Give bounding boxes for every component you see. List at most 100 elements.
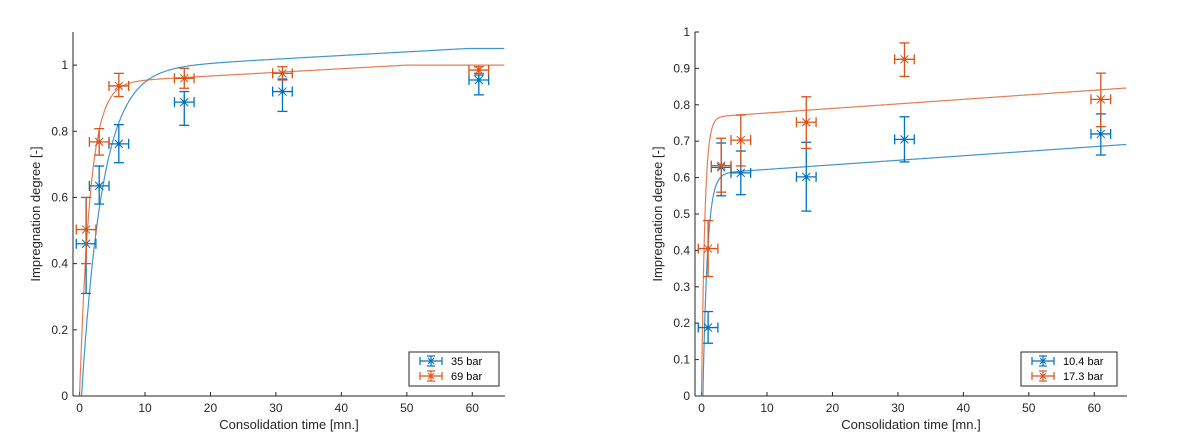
y-tick-label: 0.6 [51,190,68,204]
marker-dot [117,142,121,146]
marker-dot [706,246,710,251]
data-point [893,116,915,163]
marker-dot [280,89,285,94]
marker-dot [804,175,809,179]
data-point [271,78,293,113]
marker-dot [280,71,285,76]
legend-label: 10.4 bar [1063,356,1104,368]
legend: 10.4 bar 17.3 bar [1020,351,1118,387]
data-point [795,96,817,150]
marker-dot [706,325,710,330]
fit-curve [79,47,505,396]
x-tick-label: 0 [698,401,705,415]
data-point [697,310,719,344]
y-tick-label: 0.5 [673,207,690,221]
marker-dot [182,76,187,81]
legend: 35 bar 69 bar [408,351,500,387]
data-point [697,219,719,278]
y-tick-label: 0.2 [673,316,690,330]
marker-dot [719,163,723,168]
y-tick-label: 0.9 [673,61,690,75]
marker-dot [902,57,907,62]
legend-icon [1031,355,1055,367]
x-tick-label: 40 [957,401,971,415]
legend-label: 35 bar [451,356,483,368]
marker-dot [182,100,187,104]
marker-dot [477,68,481,72]
x-tick-label: 20 [826,401,840,415]
y-tick-label: 0.3 [673,280,690,294]
y-tick-label: 1 [61,58,68,72]
data-point [173,67,195,89]
y-tick-label: 0.8 [51,124,68,138]
chart-left: 00.20.40.60.810 10 20 30 40 50 60Consolidation… [28,32,505,432]
legend-label: 69 bar [451,371,483,383]
data-point [893,42,915,78]
marker-dot [739,171,743,175]
marker-dot [117,84,121,88]
y-tick-label: 0.4 [673,243,690,257]
x-tick-label: 50 [1022,401,1036,415]
y-tick-label: 0.2 [51,323,68,337]
legend-icon [419,355,443,367]
y-tick-label: 0.1 [673,353,690,367]
x-tick-label: 30 [269,401,283,415]
data-point [75,196,97,265]
series-1 [697,42,1127,396]
series-1 [75,64,505,396]
y-tick-label: 0.8 [673,98,690,112]
marker-dot [97,140,101,144]
data-point [173,90,195,126]
y-tick-label: 0 [683,389,690,403]
legend-box [1020,351,1118,387]
fit-curve [701,143,1127,396]
x-tick-label: 60 [1088,401,1102,415]
x-tick-label: 50 [400,401,414,415]
data-point [1090,72,1112,128]
legend-label: 17.3 bar [1063,371,1104,383]
legend-icon-marker [427,357,435,365]
data-point [710,137,732,193]
y-axis-label: Impregnation degree [-] [28,146,43,281]
marker-dot [97,184,101,188]
y-tick-label: 1 [683,25,690,39]
marker-dot [804,120,809,125]
y-tick-label: 0.6 [673,171,690,185]
legend-icon-marker [1039,372,1047,380]
legend-icon [1031,370,1055,382]
data-point [108,124,130,164]
data-point [88,165,110,205]
x-tick-label: 10 [760,401,774,415]
legend-box [408,351,500,387]
x-tick-label: 0 [76,401,83,415]
series-0 [75,47,505,396]
legend-icon [419,370,443,382]
marker-dot [84,227,88,232]
data-point [88,127,110,156]
y-tick-label: 0.4 [51,257,68,271]
marker-dot [902,137,907,142]
x-axis-label: Consolidation time [mn.] [219,417,358,432]
x-tick-label: 30 [891,401,905,415]
data-point [108,72,130,98]
marker-dot [739,138,743,142]
x-tick-label: 10 [138,401,152,415]
y-tick-label: 0 [61,389,68,403]
data-point [795,141,817,212]
x-axis-label: Consolidation time [mn.] [841,417,980,432]
data-point [730,150,752,196]
legend-icon-marker [427,372,435,380]
legend-icon-marker [1039,357,1047,365]
x-tick-label: 20 [204,401,218,415]
x-tick-label: 40 [335,401,349,415]
fit-curve [78,64,505,396]
data-point [468,65,490,76]
y-axis-label: Impregnation degree [-] [650,146,665,281]
marker-dot [477,78,481,82]
fit-curve [700,87,1127,396]
data-point [730,114,752,167]
chart-right: 00.10.20.30.40.50.60.70.80.910 10 20 30 40 50… [650,25,1127,432]
data-point [271,66,293,81]
data-point [468,74,490,96]
